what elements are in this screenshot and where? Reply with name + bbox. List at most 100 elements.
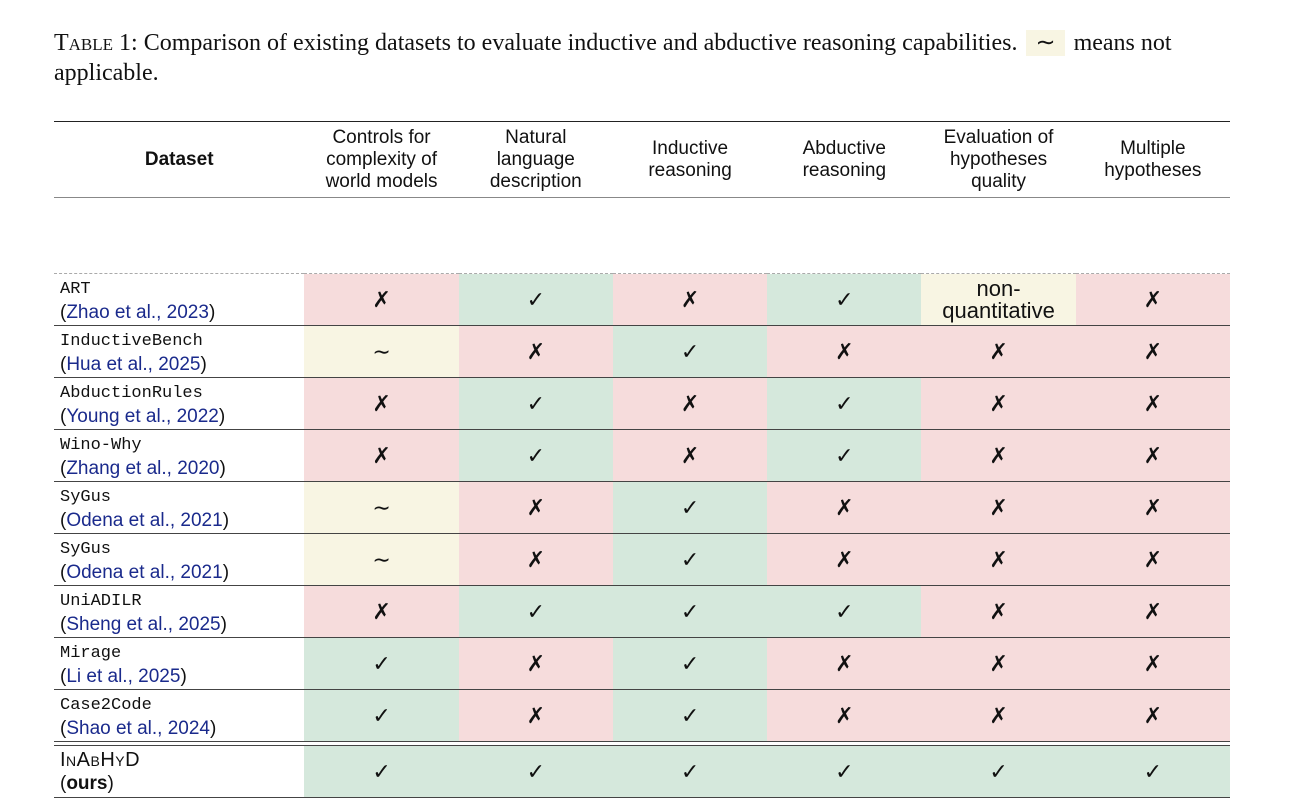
table-row-ours: InAbHyD (ours) ✓ ✓ ✓ ✓ ✓ ✓	[54, 745, 1230, 798]
status-cell: ✓	[767, 745, 922, 798]
status-cell: ✓	[304, 689, 459, 742]
citation-link[interactable]: Young et al., 2022	[66, 405, 219, 427]
citation-link[interactable]: Hua et al., 2025	[66, 353, 201, 375]
status-cell: ✗	[767, 637, 922, 690]
dataset-cell: Case2Code (Shao et al., 2024)	[54, 689, 305, 742]
table-row: InductiveBench (Hua et al., 2025) ∼ ✗ ✓ ✗ ✗ ✗	[54, 325, 1230, 378]
status-cell: ∼	[304, 325, 459, 378]
dataset-name: AbductionRules	[60, 383, 203, 403]
status-cell: ✗	[921, 377, 1076, 430]
table-row: AbductionRules (Young et al., 2022) ✗ ✓ ✗ ✓ ✗ ✗	[54, 377, 1230, 430]
dataset-cell: AbductionRules (Young et al., 2022)	[54, 377, 305, 430]
status-cell: ✓	[458, 745, 613, 798]
header-natural-language: Natural language description	[458, 121, 613, 198]
status-cell: ✓	[458, 273, 613, 326]
status-cell: ✗	[921, 637, 1076, 690]
table-caption: Table 1: Comparison of existing datasets…	[54, 28, 1244, 88]
status-cell: ✗	[458, 325, 613, 378]
status-cell: ✓	[458, 585, 613, 638]
citation-link[interactable]: Zhao et al., 2023	[66, 301, 209, 323]
status-cell: ✓	[304, 637, 459, 690]
dataset-name: Wino-Why	[60, 435, 142, 455]
dataset-name: UniADILR	[60, 591, 142, 611]
header-inductive: Inductive reasoning	[612, 121, 768, 198]
citation-year: 2023	[166, 301, 209, 323]
status-cell: ∼	[304, 533, 459, 586]
citation-author: Shao et al.	[66, 717, 158, 739]
citation-year: 2022	[176, 405, 219, 427]
header-abductive: Abductive reasoning	[767, 121, 922, 198]
table-row: Wino-Why (Zhang et al., 2020) ✗ ✓ ✗ ✓ ✗ ✗	[54, 429, 1230, 482]
status-cell: ✓	[612, 481, 768, 534]
citation-year: 2025	[158, 353, 201, 375]
status-cell: ✗	[304, 429, 459, 482]
status-cell: ✓	[612, 689, 768, 742]
citation-link[interactable]: Zhang et al., 2020	[66, 457, 220, 479]
status-cell: ✗	[304, 585, 459, 638]
citation-link[interactable]: Odena et al., 2021	[66, 509, 223, 531]
status-cell: ✓	[458, 377, 613, 430]
status-cell: ✗	[767, 325, 922, 378]
dataset-name: ART	[60, 279, 91, 299]
header-controls-complexity: Controls for complexity of world models	[304, 121, 459, 198]
status-cell: ✓	[612, 325, 768, 378]
status-cell: ✗	[1075, 429, 1230, 482]
not-applicable-symbol: ∼	[1026, 30, 1065, 56]
status-cell: ✓	[304, 745, 459, 798]
status-cell: ✓	[612, 745, 768, 798]
dataset-cell: InductiveBench (Hua et al., 2025)	[54, 325, 305, 378]
dataset-name: SyGus	[60, 539, 112, 559]
status-cell: ✗	[1075, 637, 1230, 690]
citation-author: Zhao et al.	[66, 301, 157, 323]
citation-link[interactable]: Li et al., 2025	[66, 665, 181, 687]
citation-year: 2021	[180, 561, 223, 583]
status-cell: ✗	[921, 429, 1076, 482]
status-cell: ✗	[767, 533, 922, 586]
status-cell: ✗	[1075, 377, 1230, 430]
status-cell: ✓	[767, 585, 922, 638]
table-row: UniADILR (Sheng et al., 2025) ✗ ✓ ✓ ✓ ✗ ✗	[54, 585, 1230, 638]
citation-link[interactable]: Odena et al., 2021	[66, 561, 223, 583]
citation-author: Odena et al.	[66, 561, 170, 583]
citation-year: 2020	[177, 457, 220, 479]
comparison-table: Dataset Controls for complexity of world…	[54, 121, 1230, 798]
status-cell: ✗	[1075, 481, 1230, 534]
table-body: ART (Zhao et al., 2023) ✗ ✓ ✗ ✓ non-quantitati…	[54, 273, 1230, 798]
status-cell: ✗	[921, 533, 1076, 586]
dataset-cell: SyGus (Odena et al., 2021)	[54, 481, 305, 534]
status-cell: ✗	[612, 273, 768, 326]
status-cell: ✗	[921, 481, 1076, 534]
dataset-name: Mirage	[60, 643, 122, 663]
status-cell: ✓	[767, 429, 922, 482]
status-cell: ✗	[921, 689, 1076, 742]
header-evaluation-quality: Evaluation of hypotheses quality	[921, 121, 1076, 198]
citation-link[interactable]: Sheng et al., 2025	[66, 613, 221, 635]
status-cell: ✗	[1075, 325, 1230, 378]
status-cell: ✗	[304, 273, 459, 326]
table-row: SyGus (Odena et al., 2021) ∼ ✗ ✓ ✗ ✗ ✗	[54, 533, 1230, 586]
status-cell: ✗	[1075, 585, 1230, 638]
dataset-cell: SyGus (Odena et al., 2021)	[54, 533, 305, 586]
citation-author: Odena et al.	[66, 509, 170, 531]
table-row: Case2Code (Shao et al., 2024) ✓ ✗ ✓ ✗ ✗ ✗	[54, 689, 1230, 742]
status-cell: ∼	[304, 481, 459, 534]
dataset-cell: UniADILR (Sheng et al., 2025)	[54, 585, 305, 638]
status-cell: ✓	[612, 585, 768, 638]
status-cell: ✗	[458, 533, 613, 586]
dataset-cell: ART (Zhao et al., 2023)	[54, 273, 305, 326]
dataset-cell: Wino-Why (Zhang et al., 2020)	[54, 429, 305, 482]
citation-author: Hua et al.	[66, 353, 148, 375]
dataset-name: InAbHyD	[60, 748, 141, 771]
citation-year: 2025	[178, 613, 221, 635]
table-row: ART (Zhao et al., 2023) ✗ ✓ ✗ ✓ non-quantitati…	[54, 273, 1230, 326]
status-cell: ✗	[458, 637, 613, 690]
section-divider	[54, 741, 1230, 746]
citation-link[interactable]: Shao et al., 2024	[66, 717, 211, 739]
status-cell: ✗	[304, 377, 459, 430]
citation-year: 2024	[167, 717, 211, 739]
citation-author: Zhang et al.	[66, 457, 167, 479]
status-cell: ✓	[612, 637, 768, 690]
status-cell: ✓	[767, 273, 922, 326]
status-cell: ✗	[921, 325, 1076, 378]
status-cell: ✗	[458, 481, 613, 534]
